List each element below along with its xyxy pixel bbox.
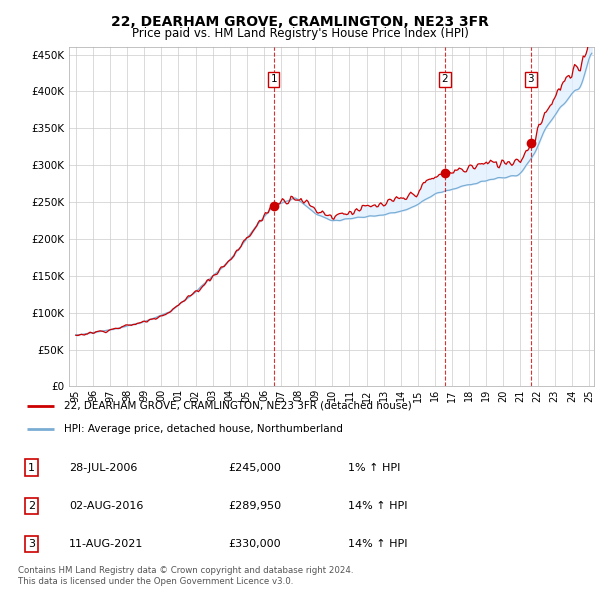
Text: 2: 2 xyxy=(28,501,35,511)
Text: £330,000: £330,000 xyxy=(228,539,281,549)
Text: 3: 3 xyxy=(28,539,35,549)
Text: 22, DEARHAM GROVE, CRAMLINGTON, NE23 3FR: 22, DEARHAM GROVE, CRAMLINGTON, NE23 3FR xyxy=(111,15,489,29)
Text: £289,950: £289,950 xyxy=(228,501,281,511)
Text: Contains HM Land Registry data © Crown copyright and database right 2024.
This d: Contains HM Land Registry data © Crown c… xyxy=(18,566,353,586)
Text: Price paid vs. HM Land Registry's House Price Index (HPI): Price paid vs. HM Land Registry's House … xyxy=(131,27,469,40)
Text: 14% ↑ HPI: 14% ↑ HPI xyxy=(348,501,407,511)
Text: HPI: Average price, detached house, Northumberland: HPI: Average price, detached house, Nort… xyxy=(64,424,343,434)
Text: 1% ↑ HPI: 1% ↑ HPI xyxy=(348,463,400,473)
Text: 3: 3 xyxy=(527,74,534,84)
Text: 1: 1 xyxy=(28,463,35,473)
Text: £245,000: £245,000 xyxy=(228,463,281,473)
Text: 14% ↑ HPI: 14% ↑ HPI xyxy=(348,539,407,549)
Text: 11-AUG-2021: 11-AUG-2021 xyxy=(69,539,143,549)
Text: 28-JUL-2006: 28-JUL-2006 xyxy=(69,463,137,473)
Text: 2: 2 xyxy=(442,74,448,84)
Text: 22, DEARHAM GROVE, CRAMLINGTON, NE23 3FR (detached house): 22, DEARHAM GROVE, CRAMLINGTON, NE23 3FR… xyxy=(64,401,412,411)
Text: 02-AUG-2016: 02-AUG-2016 xyxy=(69,501,143,511)
Text: 1: 1 xyxy=(271,74,277,84)
